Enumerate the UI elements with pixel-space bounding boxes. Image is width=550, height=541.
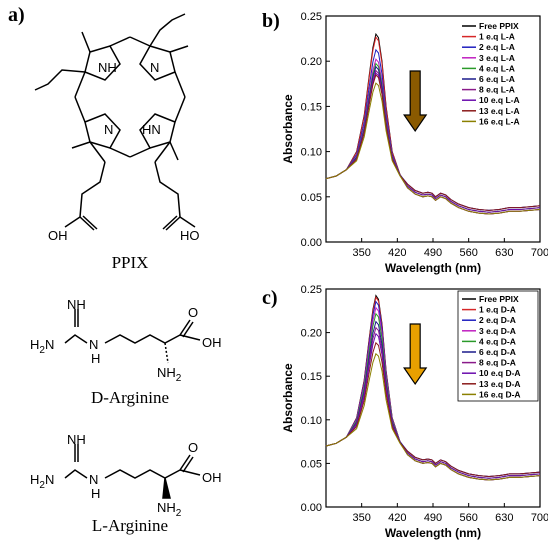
- l-arg-atom-nh2: NH2: [157, 500, 182, 519]
- legend-entry: Free PPIX: [479, 294, 519, 304]
- y-tick-label: 0.15: [301, 101, 322, 113]
- ppix-structure: NH N N HN OH HO: [34, 13, 200, 243]
- panel-label-a: a): [8, 4, 25, 26]
- x-tick-label: 630: [495, 512, 513, 524]
- x-tick-label: 700: [531, 512, 548, 524]
- l-arg-atom-h: H: [91, 486, 100, 501]
- y-tick-label: 0.00: [301, 237, 322, 249]
- y-tick-label: 0.20: [301, 328, 322, 340]
- ppix-atom-hn: HN: [142, 122, 161, 137]
- y-tick-label: 0.25: [301, 11, 322, 23]
- l-arginine-caption: L-Arginine: [91, 516, 169, 535]
- l-arg-atom-nh: NH: [67, 432, 86, 447]
- d-arg-atom-h: H: [91, 351, 100, 366]
- x-tick-label: 630: [495, 247, 513, 259]
- y-tick-label: 0.15: [301, 371, 322, 383]
- legend-entry: 1 e.q L-A: [479, 32, 515, 42]
- d-arg-atom-o: O: [188, 305, 198, 320]
- legend-entry: 10 e.q D-A: [479, 368, 521, 378]
- l-arg-atom-n: N: [89, 472, 98, 487]
- pyrrole-ring-3: [84, 113, 121, 149]
- y-tick-label: 0.10: [301, 147, 322, 159]
- d-arginine-structure: NH H2N N H O OH NH2: [30, 297, 222, 384]
- x-tick-label: 560: [459, 512, 477, 524]
- x-axis-label: Wavelength (nm): [385, 261, 481, 275]
- chart-panel-c: 0.00 0.05 0.10 0.15 0.20 0.25 350 420 490 560 630 7…: [281, 284, 548, 540]
- ppix-atom-n: N: [150, 60, 159, 75]
- x-axis-label: Wavelength (nm): [385, 526, 481, 540]
- legend-entry: 3 e.q L-A: [479, 53, 515, 63]
- legend-entry: 1 e.q D-A: [479, 305, 516, 315]
- legend-entry: 16 e.q L-A: [479, 116, 520, 126]
- y-tick-label: 0.00: [301, 502, 322, 514]
- ppix-caption: PPIX: [111, 253, 149, 272]
- l-arg-atom-h2n: H2N: [30, 472, 54, 491]
- legend-entry: 8 e.q L-A: [479, 85, 515, 95]
- legend-entry: 13 e.q D-A: [479, 379, 521, 389]
- l-arg-atom-o: O: [188, 440, 198, 455]
- legend-entry: 8 e.q D-A: [479, 358, 516, 368]
- down-arrow-icon: [403, 70, 428, 133]
- y-tick-label: 0.20: [301, 56, 322, 68]
- x-tick-label: 700: [531, 247, 548, 259]
- x-tick-label: 350: [352, 512, 370, 524]
- x-tick-label: 420: [388, 512, 406, 524]
- series-line: [325, 74, 541, 211]
- d-arg-atom-n: N: [89, 337, 98, 352]
- l-arg-atom-oh: OH: [202, 470, 222, 485]
- d-arg-atom-oh: OH: [202, 335, 222, 350]
- chart-panel-b: 0.00 0.05 0.10 0.15 0.20 0.25 350 420 490 560 630 7…: [281, 11, 548, 275]
- y-axis-label: Absorbance: [281, 363, 295, 433]
- y-tick-label: 0.25: [301, 284, 322, 296]
- legend-entry: 10 e.q L-A: [479, 95, 520, 105]
- x-tick-label: 420: [388, 247, 406, 259]
- down-arrow-icon: [403, 323, 428, 386]
- pyrrole-ring-1: [84, 45, 121, 81]
- pyrrole-ring-2: [139, 45, 176, 81]
- x-tick-label: 490: [424, 512, 442, 524]
- y-tick-label: 0.05: [301, 458, 322, 470]
- d-arg-atom-nh2: NH2: [157, 365, 182, 384]
- ppix-atom-oh: OH: [48, 228, 68, 243]
- series-line: [325, 332, 541, 479]
- d-arginine-caption: D-Arginine: [90, 388, 170, 407]
- y-tick-label: 0.05: [301, 192, 322, 204]
- series-line: [325, 341, 541, 478]
- panel-label-c: c): [262, 287, 278, 309]
- x-tick-label: 490: [424, 247, 442, 259]
- legend-entry: 6 e.q L-A: [479, 74, 515, 84]
- y-axis-label: Absorbance: [281, 94, 295, 164]
- ppix-atom-n-bottom: N: [104, 122, 113, 137]
- legend-entry: 2 e.q D-A: [479, 315, 516, 325]
- series-line: [325, 352, 541, 481]
- legend-entry: 2 e.q L-A: [479, 42, 515, 52]
- ppix-atom-nh: NH: [98, 60, 117, 75]
- legend-entry: 13 e.q L-A: [479, 106, 520, 116]
- legend-entry: 4 e.q D-A: [479, 336, 516, 346]
- legend-entry: 3 e.q D-A: [479, 326, 516, 336]
- x-tick-label: 560: [459, 247, 477, 259]
- legend-entry: 6 e.q D-A: [479, 347, 516, 357]
- pyrrole-ring-4: [139, 113, 176, 149]
- d-arg-atom-nh: NH: [67, 297, 86, 312]
- d-arg-atom-h2n: H2N: [30, 337, 54, 356]
- legend-entry: 16 e.q D-A: [479, 389, 521, 399]
- legend-entry: 4 e.q L-A: [479, 63, 515, 73]
- y-tick-label: 0.10: [301, 415, 322, 427]
- panel-label-b: b): [262, 10, 280, 32]
- legend-entry: Free PPIX: [479, 21, 519, 31]
- series-line: [325, 82, 541, 215]
- x-tick-label: 350: [352, 247, 370, 259]
- ppix-atom-ho: HO: [180, 228, 200, 243]
- l-arginine-structure: NH H2N N H O OH NH2: [30, 432, 222, 519]
